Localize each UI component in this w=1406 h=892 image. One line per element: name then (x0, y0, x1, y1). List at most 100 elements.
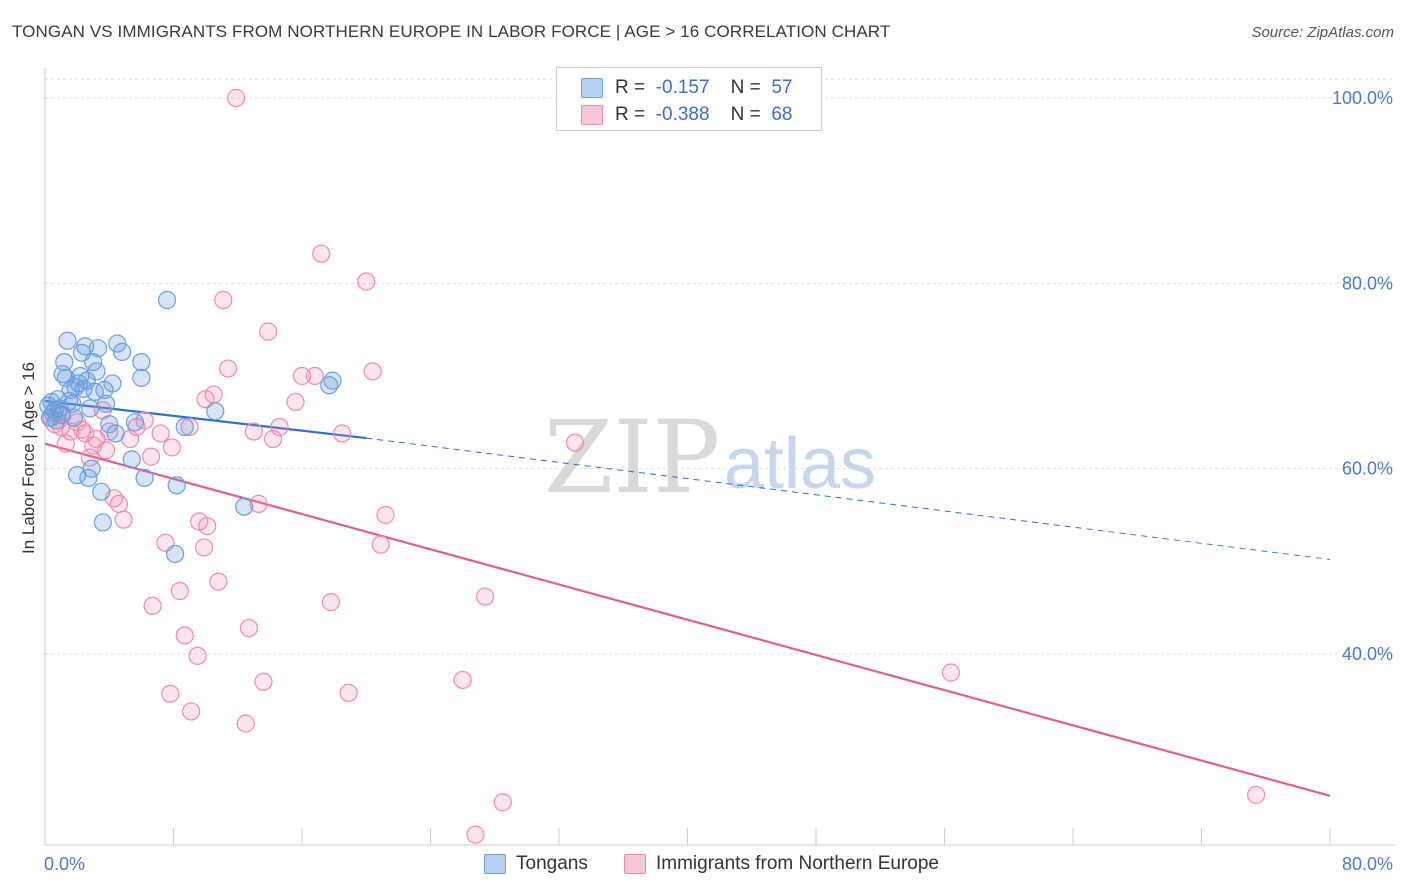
northern-europe-point (236, 714, 255, 733)
y-axis-label: In Labor Force | Age > 16 (19, 362, 38, 554)
northern-europe-point (219, 359, 238, 378)
legend-label-tongans: Tongans (516, 853, 588, 874)
watermark-zip: ZIP (544, 399, 720, 516)
tongans-point (323, 371, 342, 390)
tongans-swatch (581, 78, 603, 98)
northern-europe-point (100, 422, 119, 441)
tongans-point (100, 415, 119, 434)
axes (44, 68, 1395, 846)
tongans-point (82, 459, 101, 478)
tongans-point (55, 353, 74, 372)
correlation-legend: R = -0.157 N = 57 R = -0.388 N = 68 (556, 67, 822, 131)
tongans-point (135, 468, 154, 488)
y-tick-label: 60.0% (1342, 459, 1393, 479)
northern-europe-point (376, 505, 395, 525)
northern-europe-point (214, 290, 233, 310)
tongans-point (96, 394, 116, 413)
northern-europe-point (56, 434, 75, 453)
northern-europe-point (109, 494, 128, 513)
northern-europe-point (198, 517, 217, 536)
x-tick-label-end: 80.0% (1342, 854, 1393, 874)
tick-labels: 40.0% 60.0% 80.0% 100.0% 0.0% 80.0% (44, 88, 1393, 874)
northern-europe-point (1247, 785, 1266, 804)
tongans-swatch (484, 854, 506, 874)
northern-europe-point (333, 424, 352, 443)
northern-europe-point (286, 392, 305, 412)
northern-europe-point (170, 581, 190, 601)
northern-europe-point (180, 417, 199, 437)
northern-europe-point (339, 683, 358, 703)
northern-europe-point (476, 587, 495, 606)
tongans-point (112, 342, 132, 362)
northern-europe-point (96, 441, 116, 460)
northern-europe-point (182, 702, 201, 721)
tongans-point (92, 482, 111, 501)
northern-europe-point (254, 672, 273, 691)
northern-europe-point (321, 593, 341, 612)
r-value: -0.388 (655, 104, 710, 125)
northern-europe-point (143, 596, 162, 615)
r-value: -0.157 (655, 77, 710, 98)
northern-europe-point (312, 244, 331, 263)
r-label: R = (615, 104, 646, 125)
northern-europe-point (194, 538, 214, 557)
northern-europe-point (162, 438, 181, 457)
tongans-point (47, 411, 66, 430)
northern-europe-point (61, 422, 80, 441)
tongans-point (122, 450, 141, 469)
northern-europe-point (259, 322, 278, 341)
northern-europe-point (305, 366, 324, 386)
northern-europe-point (161, 684, 180, 703)
y-tick-label: 80.0% (1342, 273, 1393, 293)
northern-europe-swatch (624, 854, 646, 874)
r-label: R = (615, 77, 646, 98)
tongans-point (93, 513, 112, 532)
northern-europe-point (141, 447, 161, 466)
northern-europe-point (239, 618, 259, 638)
northern-europe-trend-line (44, 442, 1331, 797)
northern-europe-point (209, 572, 228, 591)
northern-europe-point (227, 88, 246, 108)
northern-europe-point (565, 433, 585, 452)
northern-europe-point (188, 646, 207, 665)
y-tick-label: 100.0% (1332, 88, 1393, 108)
northern-europe-swatch (581, 105, 603, 125)
watermark: ZIP atlas (544, 399, 876, 516)
tongans-point (125, 413, 145, 432)
chart-title: TONGAN VS IMMIGRANTS FROM NORTHERN EUROP… (12, 22, 891, 41)
tongans-point (87, 362, 106, 381)
tongans-point (132, 353, 151, 372)
northern-europe-point (941, 663, 961, 682)
northern-europe-point (151, 424, 170, 443)
y-tick-label: 40.0% (1342, 644, 1393, 664)
tongans-point (167, 476, 186, 495)
tongans-point (80, 399, 100, 418)
tongans-point (235, 497, 254, 516)
tongans-point (166, 544, 185, 564)
tongans-point (106, 424, 125, 443)
n-label: N = (730, 104, 761, 125)
northern-europe-point (357, 272, 376, 291)
tongans-point (58, 331, 77, 350)
tongans-point (88, 339, 108, 358)
northern-europe-point (363, 362, 382, 381)
n-value: 57 (771, 77, 793, 98)
northern-europe-point (270, 417, 289, 437)
tongans-point (103, 374, 122, 393)
northern-europe-point (249, 494, 268, 513)
n-value: 68 (771, 104, 793, 125)
northern-europe-point (114, 510, 133, 529)
northern-europe-point (244, 422, 263, 441)
x-tick-label-start: 0.0% (44, 854, 85, 874)
tongans-point (175, 417, 194, 437)
northern-europe-point (466, 825, 485, 844)
n-label: N = (730, 77, 761, 98)
tongans-point (108, 334, 127, 353)
tongans-trend-extension (366, 437, 1331, 560)
northern-europe-point (371, 535, 390, 554)
gridlines (45, 78, 1395, 655)
tongans-point (157, 290, 177, 310)
data-points (39, 88, 1266, 844)
tongans-point (206, 402, 225, 421)
